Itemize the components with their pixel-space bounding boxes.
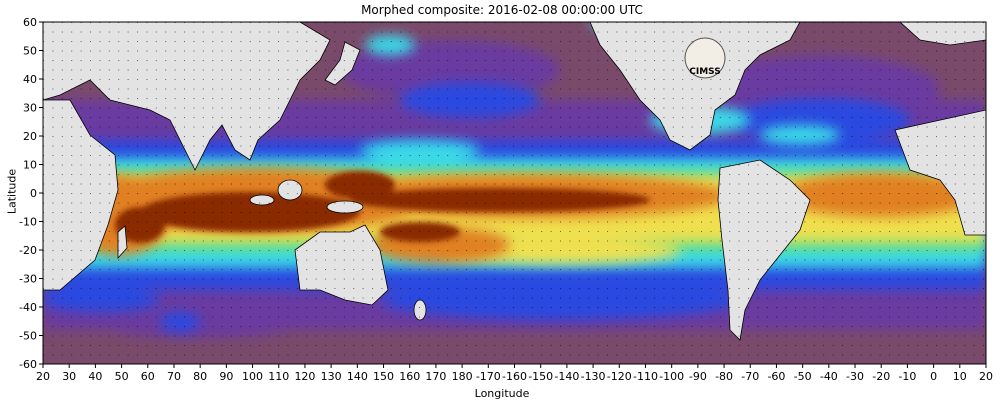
y-axis-ticks: 60 50 40 30 20 10 0 -10 -20 -30 -40 -50 -60	[19, 16, 43, 371]
x-tick-label: 20	[979, 370, 993, 383]
x-tick-label: 120	[294, 370, 315, 383]
x-tick-label: -50	[794, 370, 812, 383]
x-tick-label: -120	[607, 370, 632, 383]
x-tick-label: -90	[689, 370, 707, 383]
logo-text: CIMSS	[689, 67, 720, 77]
y-tick-label: -60	[19, 358, 37, 371]
x-tick-label: 110	[268, 370, 289, 383]
y-tick-label: 40	[23, 73, 37, 86]
y-tick-label: 20	[23, 130, 37, 143]
x-tick-label: -170	[476, 370, 501, 383]
x-tick-label: 60	[141, 370, 155, 383]
x-tick-label: -110	[633, 370, 658, 383]
x-tick-label: -60	[767, 370, 785, 383]
x-tick-label: -10	[898, 370, 916, 383]
cimss-logo: CIMSS	[684, 37, 726, 79]
x-tick-label: -100	[659, 370, 684, 383]
x-tick-label: -150	[528, 370, 553, 383]
x-tick-label: 90	[219, 370, 233, 383]
x-tick-label: 40	[88, 370, 102, 383]
x-tick-label: 70	[167, 370, 181, 383]
x-tick-label: 100	[242, 370, 263, 383]
x-axis-ticks: 20 30 40 50 60 70 80 90 100 110 120 130 140 150 160 170…	[36, 364, 993, 383]
x-tick-label: 30	[62, 370, 76, 383]
x-tick-label: -70	[741, 370, 759, 383]
y-tick-label: -30	[19, 273, 37, 286]
x-tick-label: 150	[373, 370, 394, 383]
x-tick-label: 20	[36, 370, 50, 383]
x-tick-label: -130	[581, 370, 606, 383]
x-axis-label: Longitude	[474, 387, 530, 400]
y-tick-label: 50	[23, 45, 37, 58]
x-tick-label: 170	[425, 370, 446, 383]
x-tick-label: -40	[820, 370, 838, 383]
x-tick-label: -140	[554, 370, 579, 383]
x-tick-label: 180	[452, 370, 473, 383]
x-tick-label: 130	[321, 370, 342, 383]
x-tick-label: 0	[930, 370, 937, 383]
y-tick-label: 30	[23, 102, 37, 115]
x-tick-label: 50	[115, 370, 129, 383]
graticule	[43, 22, 986, 364]
x-tick-label: 140	[347, 370, 368, 383]
x-tick-label: -20	[872, 370, 890, 383]
y-tick-label: 0	[30, 187, 37, 200]
x-tick-label: 10	[953, 370, 967, 383]
y-tick-label: -50	[19, 330, 37, 343]
y-tick-label: -40	[19, 301, 37, 314]
x-tick-label: 160	[399, 370, 420, 383]
x-tick-label: -30	[846, 370, 864, 383]
y-tick-label: -10	[19, 216, 37, 229]
x-tick-label: 80	[193, 370, 207, 383]
x-tick-label: -80	[715, 370, 733, 383]
y-tick-label: 10	[23, 159, 37, 172]
y-tick-label: 60	[23, 16, 37, 29]
x-tick-label: -160	[502, 370, 527, 383]
map-title: Morphed composite: 2016-02-08 00:00:00 U…	[361, 3, 643, 17]
y-tick-label: -20	[19, 244, 37, 257]
